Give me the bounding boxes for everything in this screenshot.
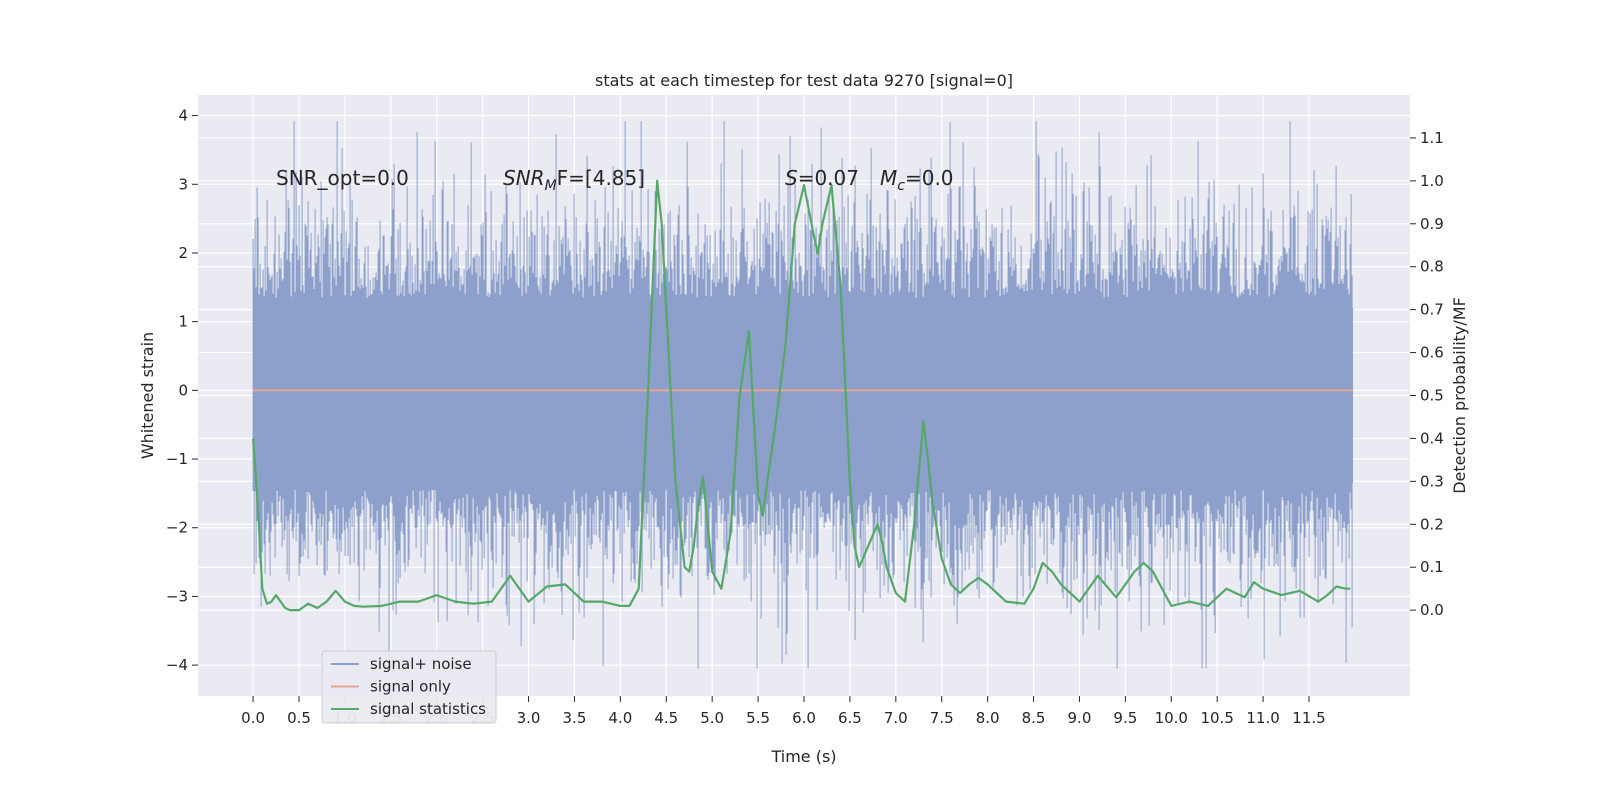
snr-mf-sub: M [545,178,557,194]
y-tick-label: 3 [178,175,188,193]
x-tick-label: 5.0 [700,709,724,727]
y-right-tick-label: 0.2 [1420,515,1444,533]
y-tick-label: −4 [166,656,188,674]
snr-mf-rest: F=[4.85] [557,166,645,190]
x-tick-label: 9.5 [1113,709,1137,727]
legend-label-signal-noise: signal+ noise [370,655,472,673]
s-annotation: S=0.07 [785,166,859,190]
s-main: S [785,166,798,190]
mc-sub: c [897,178,905,194]
y-tick-label: 4 [178,107,188,125]
y-right-tick-label: 0.8 [1420,258,1444,276]
y-tick-label: 0 [178,381,188,399]
y-tick-label: −2 [166,519,188,537]
x-tick-label: 0.0 [241,709,265,727]
mc-main: M [880,166,897,190]
y-tick-label: −3 [166,587,188,605]
y-right-tick-label: 1.1 [1420,129,1444,147]
legend-label-signal-only: signal only [370,678,451,696]
snr-opt-annotation: SNR_opt=0.0 [276,166,409,190]
y-axis-left: 4 3 2 1 0 −1 −2 −3 −4 [166,107,198,674]
x-tick-label: 6.5 [838,709,862,727]
legend-box [321,650,497,724]
s-rest: =0.07 [798,166,859,190]
x-tick-label: 6.0 [792,709,816,727]
x-tick-label: 4.5 [654,709,678,727]
y-right-tick-label: 0.6 [1420,344,1444,362]
x-tick-label: 7.5 [930,709,954,727]
noise-series [252,121,1354,669]
x-tick-label: 4.0 [608,709,632,727]
snr-mf-annotation: SNRMF=[4.85] [503,166,645,194]
legend: signal+ noise signal only signal statist… [321,650,497,724]
y-right-tick-label: 0.4 [1420,429,1444,447]
y-right-tick-label: 0.5 [1420,387,1444,405]
chart-title: stats at each timestep for test data 927… [595,71,1013,90]
x-tick-label: 11.0 [1246,709,1279,727]
x-tick-label: 3.5 [563,709,587,727]
x-axis-label: Time (s) [770,747,836,766]
x-tick-label: 10.5 [1200,709,1233,727]
x-tick-label: 7.0 [884,709,908,727]
y-right-tick-label: 0.7 [1420,301,1444,319]
legend-label-signal-statistics: signal statistics [370,700,486,718]
x-tick-label: 8.0 [976,709,1000,727]
y-axis-label-right: Detection probability/MF [1450,297,1469,494]
x-tick-label: 3.0 [517,709,541,727]
y-right-tick-label: 0.1 [1420,558,1444,576]
y-axis-right: 1.1 1.0 0.9 0.8 0.7 0.6 0.5 0.4 0.3 0.2 0.1 0.0 [1410,129,1444,619]
mc-annotation: Mc=0.0 [880,166,954,194]
x-tick-label: 9.0 [1068,709,1092,727]
y-right-tick-label: 1.0 [1420,172,1444,190]
x-tick-label: 11.5 [1292,709,1325,727]
x-tick-label: 10.0 [1155,709,1188,727]
mc-rest: =0.0 [905,166,954,190]
y-right-tick-label: 0.9 [1420,215,1444,233]
y-right-tick-label: 0.3 [1420,472,1444,490]
x-tick-label: 8.5 [1022,709,1046,727]
y-tick-label: 1 [178,313,188,331]
signal-statistics-line [252,179,1351,612]
x-tick-label: 0.5 [287,709,311,727]
x-tick-label: 5.5 [746,709,770,727]
y-axis-label-left: Whitened strain [138,332,157,459]
y-tick-label: −1 [166,450,188,468]
y-tick-label: 2 [178,244,188,262]
y-right-tick-label: 0.0 [1420,601,1444,619]
snr-mf-main: SNR [503,166,545,190]
